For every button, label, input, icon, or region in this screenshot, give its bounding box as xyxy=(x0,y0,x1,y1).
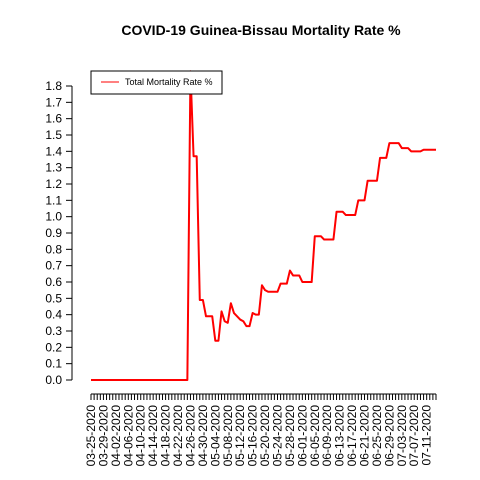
x-tick-label: 03-29-2020 xyxy=(96,405,110,467)
y-tick-label: 1.1 xyxy=(45,193,62,207)
x-tick-label: 05-28-2020 xyxy=(283,405,297,467)
x-tick-label: 06-01-2020 xyxy=(295,405,309,467)
y-tick-label: 1.3 xyxy=(45,161,62,175)
x-tick-label: 04-26-2020 xyxy=(183,405,197,467)
x-tick-label: 04-18-2020 xyxy=(159,405,173,467)
x-tick-label: 06-05-2020 xyxy=(308,405,322,467)
x-tick-label: 05-24-2020 xyxy=(270,405,284,467)
series-layer xyxy=(91,70,436,381)
x-tick-label: 07-11-2020 xyxy=(420,405,434,466)
x-tick-label: 05-12-2020 xyxy=(233,405,247,467)
y-tick-label: 0.1 xyxy=(45,357,62,371)
y-tick-label: 0.9 xyxy=(45,226,62,240)
y-tick-label: 0.6 xyxy=(45,275,62,289)
x-tick-label: 06-13-2020 xyxy=(333,405,347,467)
y-tick-label: 0.8 xyxy=(45,242,62,256)
y-tick-label: 1.4 xyxy=(45,144,62,158)
x-tick-label: 05-20-2020 xyxy=(258,405,272,467)
x-tick-label: 04-22-2020 xyxy=(171,405,185,467)
legend-entry: Total Mortality Rate % xyxy=(125,77,213,87)
chart-title: COVID-19 Guinea-Bissau Mortality Rate % xyxy=(121,22,401,38)
x-tick-label: 05-16-2020 xyxy=(246,405,260,467)
x-tick-label: 06-17-2020 xyxy=(345,405,359,467)
x-tick-label: 04-14-2020 xyxy=(146,405,160,467)
y-tick-label: 0.7 xyxy=(45,259,62,273)
y-tick-label: 0.5 xyxy=(45,291,62,305)
y-axis: 0.0 0.1 0.2 0.3 0.4 0.5 0.6 0.7 0.8 0.9 1.0 1.1 1.2 1… xyxy=(45,79,73,387)
x-tick-label: 07-07-2020 xyxy=(407,405,421,467)
x-tick-label: 07-03-2020 xyxy=(395,405,409,467)
x-tick-label: 05-08-2020 xyxy=(221,405,235,467)
legend: Total Mortality Rate % xyxy=(90,70,223,95)
x-tick-label: 04-30-2020 xyxy=(196,405,210,467)
y-tick-label: 0.0 xyxy=(45,373,62,387)
x-tick-label: 05-04-2020 xyxy=(208,405,222,467)
y-tick-label: 1.7 xyxy=(45,95,62,109)
x-tick-label: 03-25-2020 xyxy=(84,405,98,467)
y-tick-label: 0.3 xyxy=(45,324,62,338)
x-tick-label: 06-21-2020 xyxy=(358,405,372,467)
y-tick-label: 1.2 xyxy=(45,177,62,191)
series-line-total-mortality-rate xyxy=(91,70,436,381)
legend-box xyxy=(90,70,223,95)
x-tick-label: 04-02-2020 xyxy=(109,405,123,467)
x-tick-label: 04-06-2020 xyxy=(121,405,135,467)
y-tick-label: 1.6 xyxy=(45,112,62,126)
plot-area: 0.0 0.1 0.2 0.3 0.4 0.5 0.6 0.7 0.8 0.9 1.0 1.1 1.2 1… xyxy=(45,70,437,467)
y-tick-label: 0.4 xyxy=(45,308,62,322)
x-axis: 03-25-202003-29-202004-02-202004-06-2020… xyxy=(84,393,437,467)
y-tick-label: 1.0 xyxy=(45,210,62,224)
x-tick-label: 06-25-2020 xyxy=(370,405,384,467)
x-tick-label: 06-09-2020 xyxy=(320,405,334,467)
x-tick-label: 06-29-2020 xyxy=(382,405,396,467)
y-tick-label: 0.2 xyxy=(45,340,62,354)
x-tick-label: 04-10-2020 xyxy=(134,405,148,467)
y-tick-label: 1.5 xyxy=(45,128,62,142)
y-tick-label: 1.8 xyxy=(45,79,62,93)
